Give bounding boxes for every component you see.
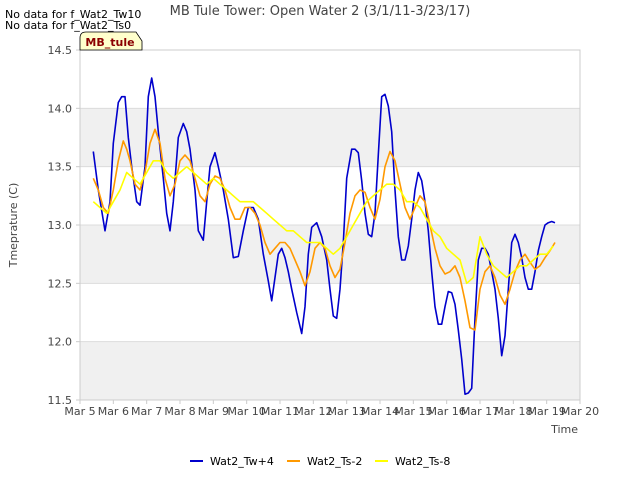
y-tick-label: 12.0 xyxy=(48,336,73,349)
y-tick-label: 14.5 xyxy=(48,44,73,57)
x-tick-label: Mar 16 xyxy=(428,405,466,418)
x-tick-label: Mar 5 xyxy=(64,405,95,418)
chart-title: MB Tule Tower: Open Water 2 (3/1/11-3/23… xyxy=(170,4,471,19)
plot-band xyxy=(80,50,580,109)
x-tick-label: Mar 20 xyxy=(561,405,599,418)
series-line-wat2-tw-4 xyxy=(92,77,556,396)
legend-label-wat2-tw4: Wat2_Tw+4 xyxy=(210,455,274,468)
x-tick-label: Mar 14 xyxy=(361,405,399,418)
x-tick-label: Mar 13 xyxy=(328,405,366,418)
x-tick-label: Mar 12 xyxy=(294,405,332,418)
plot-band xyxy=(80,166,580,225)
plot-band xyxy=(80,341,580,400)
x-tick-label: Mar 11 xyxy=(261,405,299,418)
plot-band xyxy=(80,225,580,284)
y-axis-ticks: 11.5 12.0 12.5 13.0 13.5 14.0 14.5 xyxy=(48,44,80,407)
x-tick-label: Mar 19 xyxy=(528,405,566,418)
site-label-badge: MB_tule xyxy=(79,31,143,51)
series-layer xyxy=(92,77,556,396)
y-tick-label: 13.5 xyxy=(48,161,73,174)
legend-label-wat2-ts-8: Wat2_Ts-8 xyxy=(395,455,450,468)
site-label-text: MB_tule xyxy=(85,36,134,49)
y-tick-label: 14.0 xyxy=(48,102,73,115)
plot-bands xyxy=(80,50,580,400)
x-tick-label: Mar 7 xyxy=(131,405,162,418)
legend: Wat2_Tw+4 Wat2_Ts-2 Wat2_Ts-8 xyxy=(190,455,450,468)
y-axis-label: Tmeprature (C) xyxy=(7,183,20,269)
x-tick-label: Mar 15 xyxy=(394,405,432,418)
x-tick-label: Mar 18 xyxy=(494,405,532,418)
y-tick-label: 11.5 xyxy=(48,394,73,407)
x-tick-label: Mar 17 xyxy=(461,405,499,418)
site-label-box xyxy=(79,31,143,51)
x-axis-label: Time xyxy=(550,423,578,436)
notice-line-1: No data for f_Wat2_Tw10 xyxy=(5,8,141,21)
notice-line-2: No data for f_Wat2_Ts0 xyxy=(5,19,131,32)
x-tick-label: Mar 10 xyxy=(228,405,266,418)
x-tick-label: Mar 9 xyxy=(198,405,229,418)
y-tick-label: 12.5 xyxy=(48,277,73,290)
x-tick-label: Mar 6 xyxy=(98,405,129,418)
legend-label-wat2-ts-2: Wat2_Ts-2 xyxy=(307,455,362,468)
y-tick-label: 13.0 xyxy=(48,219,73,232)
plot-band xyxy=(80,108,580,167)
x-tick-label: Mar 8 xyxy=(164,405,195,418)
series-line-wat2-ts-8 xyxy=(92,160,554,285)
